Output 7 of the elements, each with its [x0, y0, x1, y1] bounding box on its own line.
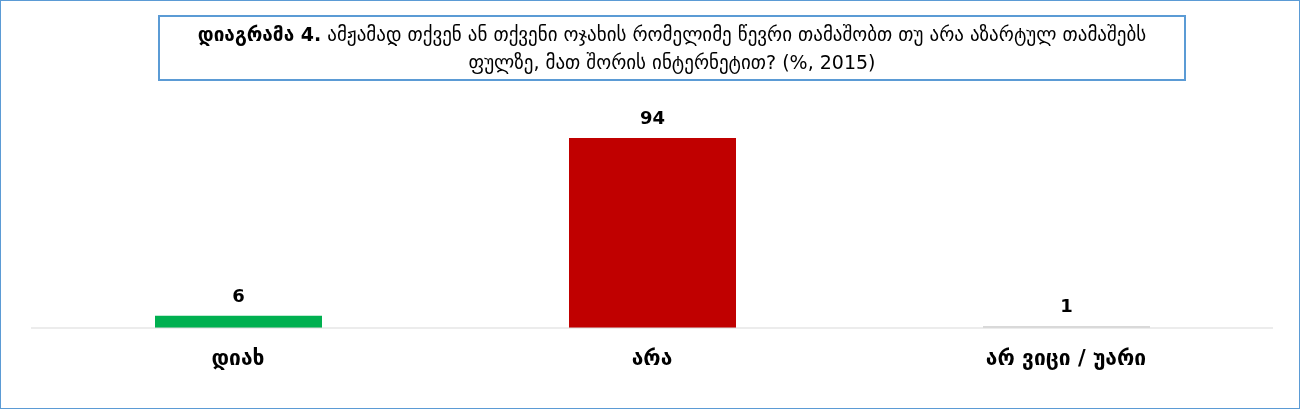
data-label: 1 [1060, 294, 1073, 316]
data-label: 94 [639, 107, 666, 128]
x-tick-label: არ ვიცი / უარი [985, 345, 1147, 370]
x-tick-label: არა [631, 345, 673, 370]
chart-title: დიაგრამა 4. ამჟამად თქვენ ან თქვენი ოჯახის რომელიმე წევრი თამაშობთ თუ არა აზარტულ თამაშებს ფულზე, მათ შორის ინტერნეტით? (%, 2015) [158, 15, 1186, 81]
data-label: 6 [232, 284, 245, 306]
x-tick-label: დიახ [211, 345, 265, 370]
